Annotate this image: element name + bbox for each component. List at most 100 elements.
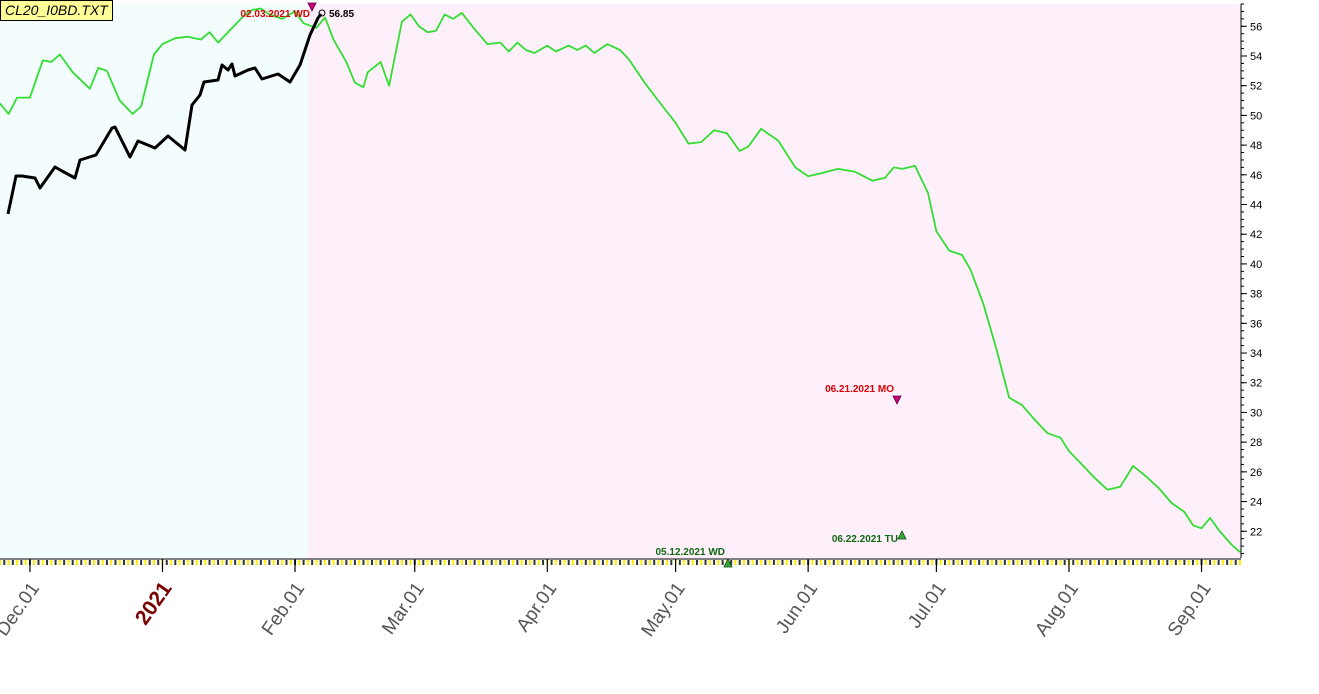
x-minor-tick <box>88 560 91 565</box>
x-minor-tick <box>1089 560 1092 565</box>
x-minor-tick <box>383 560 386 565</box>
x-minor-tick <box>1042 560 1045 565</box>
x-tick-label-Dec.01: Dec.01 <box>0 579 44 640</box>
x-minor-tick <box>1102 560 1105 565</box>
x-minor-tick <box>948 560 951 565</box>
x-minor-tick <box>1239 560 1241 565</box>
x-minor-tick <box>1136 560 1139 565</box>
x-minor-tick <box>914 560 917 565</box>
x-minor-tick <box>46 560 49 565</box>
x-minor-tick <box>63 560 66 565</box>
x-minor-tick <box>33 560 36 565</box>
x-minor-tick <box>1093 560 1096 565</box>
x-tick-label-May.01: May.01 <box>638 579 690 641</box>
y-tick-label-54: 54 <box>1250 51 1262 63</box>
x-minor-tick <box>452 560 455 565</box>
x-tick-label-Aug.01: Aug.01 <box>1031 579 1083 640</box>
x-minor-tick <box>896 560 899 565</box>
x-minor-tick <box>1119 560 1122 565</box>
x-minor-tick <box>165 560 168 565</box>
x-minor-tick <box>264 560 267 565</box>
x-minor-tick <box>199 560 202 565</box>
x-minor-tick <box>127 560 130 565</box>
x-minor-tick <box>345 560 348 565</box>
peak-arrow-jun21 <box>892 395 902 405</box>
x-minor-tick <box>828 560 831 565</box>
x-minor-tick <box>986 560 989 565</box>
x-minor-tick <box>353 560 356 565</box>
x-minor-tick <box>969 560 972 565</box>
x-minor-tick <box>559 560 562 565</box>
x-minor-tick <box>259 560 262 565</box>
y-tick-label-26: 26 <box>1250 467 1262 479</box>
series-line-0 <box>0 7 1241 553</box>
x-minor-tick <box>550 560 553 565</box>
x-minor-tick <box>867 560 869 565</box>
x-minor-tick <box>7 560 10 565</box>
x-minor-tick <box>268 560 271 565</box>
x-minor-tick <box>195 560 198 565</box>
x-minor-tick <box>1025 560 1028 565</box>
x-minor-tick <box>512 560 515 565</box>
x-minor-tick <box>221 560 224 565</box>
x-minor-tick <box>837 560 840 565</box>
x-minor-tick <box>619 560 621 565</box>
x-minor-tick <box>849 560 852 565</box>
x-minor-tick <box>418 560 421 565</box>
y-tick-label-28: 28 <box>1250 437 1262 449</box>
x-minor-tick <box>730 560 733 565</box>
x-minor-tick <box>1191 560 1194 565</box>
y-tick-label-22: 22 <box>1250 526 1262 538</box>
x-minor-tick <box>251 560 254 565</box>
x-minor-tick <box>319 560 322 565</box>
x-minor-tick <box>1008 560 1011 565</box>
x-minor-tick <box>644 560 647 565</box>
x-minor-tick <box>20 560 23 565</box>
x-minor-tick <box>584 560 587 565</box>
x-minor-tick <box>1127 560 1130 565</box>
x-minor-tick <box>1050 560 1053 565</box>
x-minor-tick <box>507 560 510 565</box>
x-minor-tick <box>888 560 891 565</box>
x-minor-tick <box>824 560 827 565</box>
x-minor-tick <box>281 560 284 565</box>
x-minor-tick <box>580 560 583 565</box>
x-minor-tick <box>50 560 53 565</box>
x-minor-tick <box>289 560 292 565</box>
x-minor-tick <box>956 560 959 565</box>
y-tick-label-24: 24 <box>1250 497 1262 509</box>
x-minor-tick <box>661 560 664 565</box>
x-minor-tick <box>1170 560 1173 565</box>
y-tick-label-36: 36 <box>1250 318 1262 330</box>
x-minor-tick <box>717 560 720 565</box>
x-minor-tick <box>653 560 656 565</box>
x-minor-tick <box>371 560 373 565</box>
annotation-jun22-trough: 06.22.2021 TU <box>832 534 898 545</box>
x-minor-tick <box>1183 560 1186 565</box>
x-minor-tick <box>1234 560 1237 565</box>
x-minor-tick <box>537 560 540 565</box>
x-minor-tick <box>1059 560 1062 565</box>
x-minor-tick <box>854 560 857 565</box>
x-minor-tick <box>255 560 258 565</box>
x-minor-tick <box>1213 560 1216 565</box>
x-minor-tick <box>152 560 155 565</box>
x-minor-tick <box>1140 560 1143 565</box>
x-minor-tick <box>247 560 249 565</box>
x-minor-tick <box>71 560 74 565</box>
x-minor-tick <box>1106 560 1109 565</box>
x-minor-tick <box>465 560 468 565</box>
x-minor-tick <box>80 560 83 565</box>
x-minor-tick <box>302 560 305 565</box>
x-minor-tick <box>482 560 485 565</box>
x-minor-tick <box>503 560 506 565</box>
x-minor-tick <box>358 560 361 565</box>
y-tick-label-40: 40 <box>1250 259 1262 271</box>
x-minor-tick <box>755 560 758 565</box>
x-minor-tick <box>341 560 344 565</box>
x-minor-tick <box>657 560 660 565</box>
x-minor-tick <box>1110 560 1113 565</box>
x-minor-tick <box>636 560 639 565</box>
